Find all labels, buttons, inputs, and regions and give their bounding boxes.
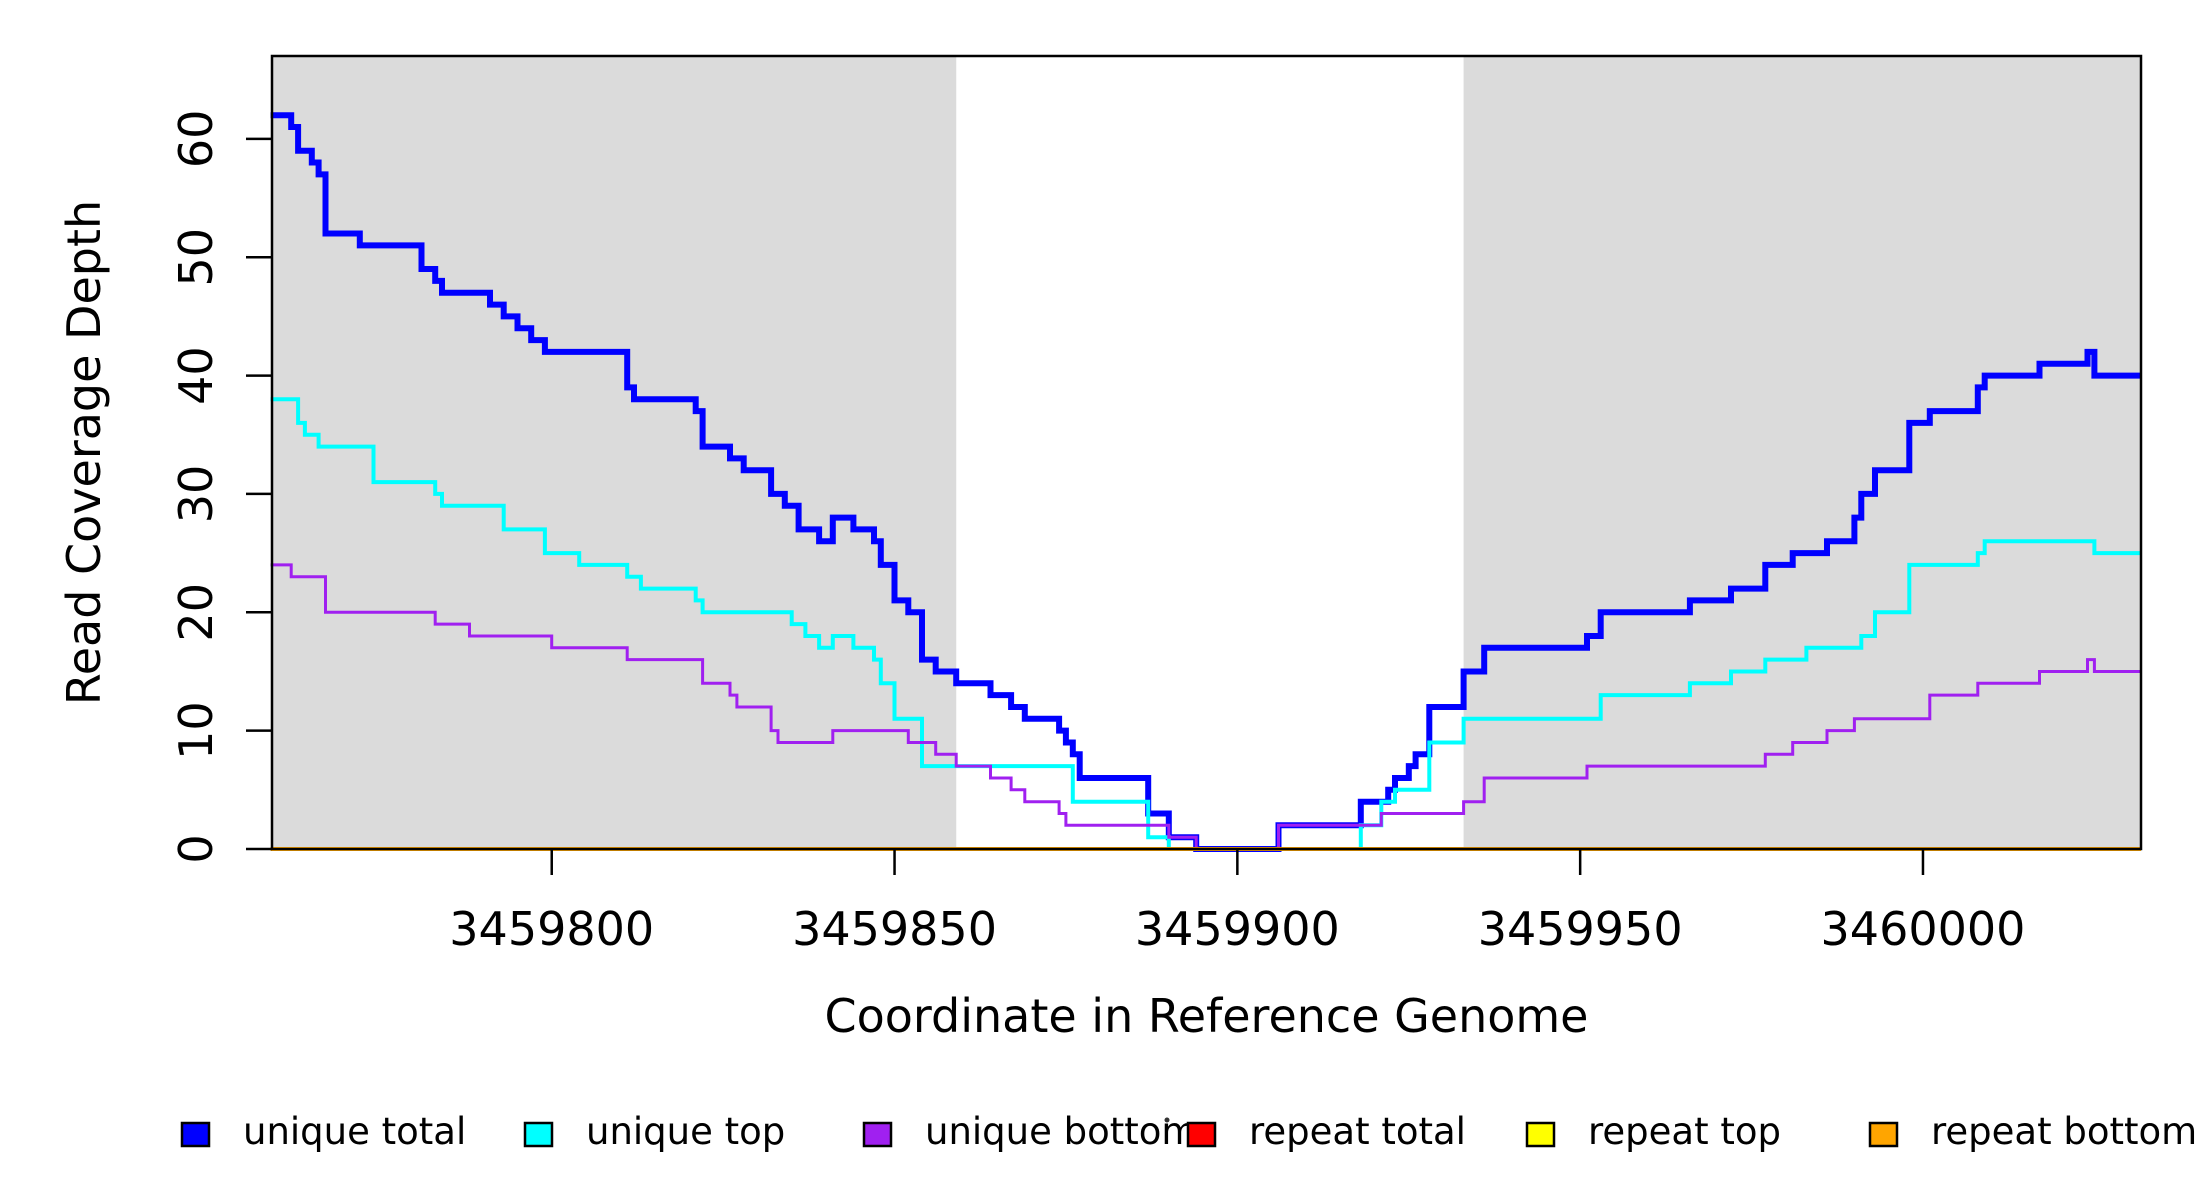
legend-label-repeat-top: repeat top: [1588, 1110, 1781, 1153]
y-axis-tick-label: 20: [169, 583, 223, 642]
legend-swatch-unique-bottom: [862, 1121, 893, 1148]
legend-swatch-repeat-total: [1186, 1121, 1217, 1148]
legend-label-unique-bottom: unique bottom: [925, 1110, 1197, 1153]
legend-swatch-unique-total: [180, 1121, 211, 1148]
legend-label-unique-total: unique total: [243, 1110, 466, 1153]
x-axis-tick-label: 3459950: [1478, 902, 1683, 956]
x-axis-tick-label: 3459900: [1135, 902, 1340, 956]
x-axis-tick-label: 3459800: [449, 902, 654, 956]
legend-swatch-repeat-top: [1525, 1121, 1556, 1148]
y-axis-tick-label: 60: [169, 110, 223, 169]
legend-swatch-repeat-bottom: [1868, 1121, 1899, 1148]
legend-label-repeat-total: repeat total: [1249, 1110, 1466, 1153]
x-axis-title: Coordinate in Reference Genome: [825, 989, 1589, 1043]
y-axis-tick-label: 10: [169, 701, 223, 760]
plot-box: [270, 54, 2143, 851]
y-axis-tick-label: 30: [169, 465, 223, 524]
x-axis-tick-label: 3460000: [1821, 902, 2026, 956]
y-axis-tick-label: 40: [169, 346, 223, 405]
y-axis-title: Read Coverage Depth: [57, 200, 111, 705]
legend-label-repeat-bottom: repeat bottom: [1931, 1110, 2197, 1153]
series-unique-total-line: [270, 112, 2141, 852]
series-unique-bottom-line: [270, 563, 2141, 851]
series-unique-top-line: [270, 397, 2141, 851]
x-axis-tick-label: 3459850: [792, 902, 997, 956]
y-axis-tick-label: 50: [169, 228, 223, 287]
shaded-region-right: [1463, 56, 2141, 849]
legend-swatch-unique-top: [523, 1121, 554, 1148]
y-axis-tick-label: 0: [169, 834, 223, 863]
shaded-region-left: [272, 56, 957, 849]
stray-dot: [1164, 1117, 1170, 1123]
legend-label-unique-top: unique top: [586, 1110, 785, 1153]
